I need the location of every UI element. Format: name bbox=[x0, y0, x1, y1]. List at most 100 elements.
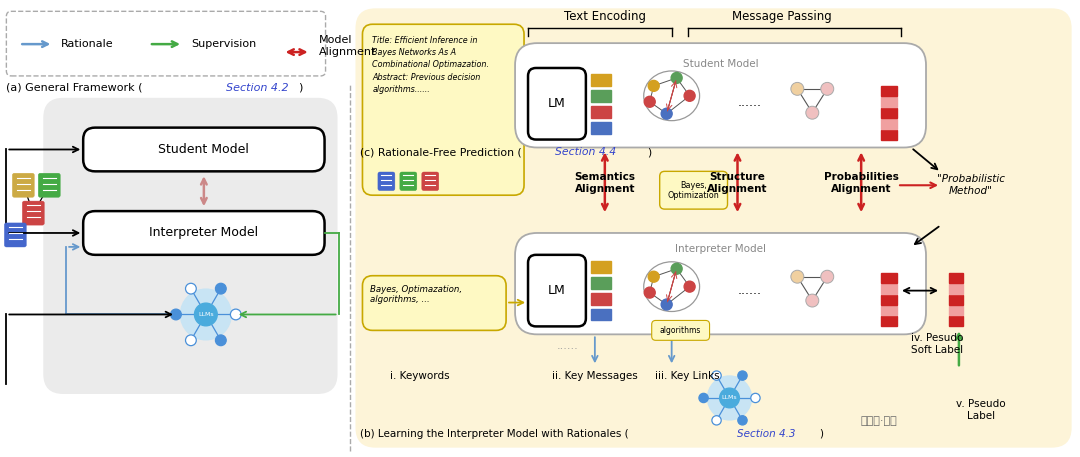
Bar bbox=[591, 90, 611, 102]
Bar bbox=[881, 108, 897, 118]
Text: ......: ...... bbox=[557, 341, 579, 351]
Text: ii. Key Messages: ii. Key Messages bbox=[552, 371, 637, 381]
Circle shape bbox=[719, 388, 740, 408]
Text: Student Model: Student Model bbox=[683, 59, 758, 69]
Bar bbox=[591, 122, 611, 133]
Text: Interpreter Model: Interpreter Model bbox=[149, 227, 258, 239]
Circle shape bbox=[738, 416, 747, 425]
Circle shape bbox=[661, 108, 672, 119]
FancyBboxPatch shape bbox=[38, 173, 60, 197]
FancyBboxPatch shape bbox=[363, 24, 524, 195]
Text: LM: LM bbox=[548, 97, 566, 110]
Text: (b) Learning the Interpreter Model with Rationales (: (b) Learning the Interpreter Model with … bbox=[361, 429, 629, 439]
Circle shape bbox=[712, 371, 721, 380]
Text: Section 4.3: Section 4.3 bbox=[738, 429, 796, 439]
Text: ......: ...... bbox=[738, 96, 761, 109]
Text: ......: ...... bbox=[738, 284, 761, 297]
Circle shape bbox=[671, 73, 683, 83]
Circle shape bbox=[738, 371, 747, 380]
FancyBboxPatch shape bbox=[363, 276, 507, 330]
FancyBboxPatch shape bbox=[23, 201, 44, 225]
Text: ): ) bbox=[298, 83, 302, 93]
Circle shape bbox=[171, 309, 181, 320]
FancyBboxPatch shape bbox=[515, 43, 926, 148]
Text: i. Keywords: i. Keywords bbox=[391, 371, 450, 381]
FancyBboxPatch shape bbox=[515, 233, 926, 335]
Text: Structure
Alignment: Structure Alignment bbox=[707, 172, 768, 194]
Text: LM: LM bbox=[548, 284, 566, 297]
Bar bbox=[881, 86, 897, 96]
Circle shape bbox=[186, 283, 197, 294]
Text: Model
Alignment: Model Alignment bbox=[319, 35, 376, 57]
Bar bbox=[949, 284, 963, 293]
Bar bbox=[591, 276, 611, 289]
Circle shape bbox=[215, 283, 226, 294]
Circle shape bbox=[180, 289, 231, 340]
Circle shape bbox=[699, 393, 708, 403]
Text: iv. Pesudo
Soft Label: iv. Pesudo Soft Label bbox=[910, 334, 963, 355]
Bar bbox=[881, 273, 897, 283]
Bar bbox=[881, 130, 897, 139]
Circle shape bbox=[645, 96, 656, 107]
FancyBboxPatch shape bbox=[6, 11, 325, 76]
Bar bbox=[949, 306, 963, 315]
Bar bbox=[881, 316, 897, 326]
FancyBboxPatch shape bbox=[12, 173, 35, 197]
FancyBboxPatch shape bbox=[651, 320, 710, 340]
Circle shape bbox=[645, 287, 656, 298]
Text: iii. Key Links: iii. Key Links bbox=[656, 371, 720, 381]
Circle shape bbox=[791, 270, 804, 283]
Bar bbox=[881, 97, 897, 107]
FancyBboxPatch shape bbox=[43, 98, 338, 394]
Circle shape bbox=[712, 416, 721, 425]
FancyBboxPatch shape bbox=[4, 223, 26, 247]
Text: Section 4.4: Section 4.4 bbox=[555, 148, 616, 158]
FancyBboxPatch shape bbox=[355, 8, 1071, 448]
FancyBboxPatch shape bbox=[528, 255, 585, 326]
Text: Section 4.2: Section 4.2 bbox=[226, 83, 288, 93]
Text: (a) General Framework (: (a) General Framework ( bbox=[6, 83, 143, 93]
Text: Bayes, Optimazation,
algorithms, ...: Bayes, Optimazation, algorithms, ... bbox=[370, 285, 462, 304]
Bar bbox=[949, 316, 963, 326]
FancyBboxPatch shape bbox=[378, 172, 395, 191]
Circle shape bbox=[671, 263, 683, 274]
Text: Rationale: Rationale bbox=[62, 39, 113, 49]
Text: Supervision: Supervision bbox=[191, 39, 256, 49]
FancyBboxPatch shape bbox=[83, 211, 325, 255]
Text: Student Model: Student Model bbox=[159, 143, 249, 156]
Text: Interpreter Model: Interpreter Model bbox=[675, 244, 766, 254]
Circle shape bbox=[684, 90, 696, 101]
Circle shape bbox=[661, 299, 672, 310]
Text: LLMs: LLMs bbox=[198, 312, 214, 317]
Text: (c) Rationale-Free Prediction (: (c) Rationale-Free Prediction ( bbox=[361, 148, 522, 158]
Text: Bayes,
Optimization: Bayes, Optimization bbox=[667, 181, 719, 200]
Text: Text Encoding: Text Encoding bbox=[564, 10, 646, 23]
FancyBboxPatch shape bbox=[528, 68, 585, 139]
Circle shape bbox=[648, 271, 659, 282]
Bar bbox=[591, 292, 611, 304]
Bar bbox=[881, 119, 897, 128]
Text: ): ) bbox=[820, 429, 823, 439]
Text: v. Pseudo
Label: v. Pseudo Label bbox=[956, 399, 1005, 421]
Bar bbox=[591, 106, 611, 118]
Text: algorithms: algorithms bbox=[660, 326, 701, 335]
Circle shape bbox=[707, 376, 752, 420]
Bar bbox=[591, 261, 611, 273]
Text: Title: Efficient Inference in
Bayes Networks As A
Combinational Optimazation.
Ab: Title: Efficient Inference in Bayes Netw… bbox=[373, 36, 489, 94]
Circle shape bbox=[215, 335, 226, 345]
FancyBboxPatch shape bbox=[83, 128, 325, 171]
Circle shape bbox=[806, 106, 819, 119]
Bar bbox=[881, 295, 897, 304]
Circle shape bbox=[648, 80, 659, 91]
Bar bbox=[881, 306, 897, 315]
Circle shape bbox=[684, 281, 696, 292]
Circle shape bbox=[194, 303, 217, 326]
Bar bbox=[949, 273, 963, 283]
Bar bbox=[949, 295, 963, 304]
Circle shape bbox=[821, 82, 834, 96]
Text: 公众号·新智: 公众号·新智 bbox=[861, 416, 897, 426]
Text: "Probabilistic
Method": "Probabilistic Method" bbox=[936, 175, 1004, 196]
Bar bbox=[591, 308, 611, 320]
Circle shape bbox=[230, 309, 241, 320]
FancyBboxPatch shape bbox=[422, 172, 438, 191]
